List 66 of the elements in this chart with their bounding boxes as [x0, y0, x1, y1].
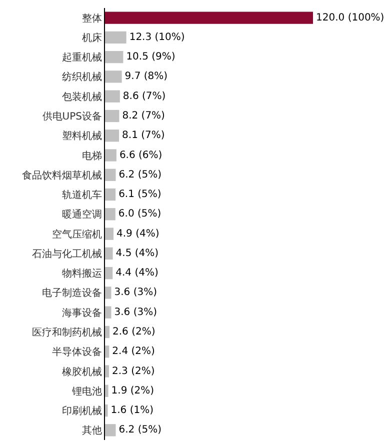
data-label: 10.5 (9%)	[126, 52, 176, 63]
bar	[105, 51, 124, 64]
bar	[105, 424, 116, 436]
y-tick-label: 其他	[82, 424, 102, 437]
data-label: 3.6 (3%)	[114, 287, 158, 298]
y-tick-label: 印刷机械	[62, 405, 102, 418]
bar	[105, 188, 116, 201]
y-tick-label: 整体	[82, 12, 102, 24]
y-tick-label: 机床	[82, 32, 102, 44]
y-tick-label: 起重机械	[62, 52, 102, 64]
bar	[105, 168, 116, 181]
data-label: 8.2 (7%)	[122, 110, 166, 122]
bar	[105, 365, 109, 378]
y-tick-label: 暖通空调	[62, 208, 102, 221]
bar	[105, 326, 110, 338]
bar	[105, 90, 120, 102]
y-tick-label: 塑料机械	[62, 130, 102, 142]
data-label: 8.6 (7%)	[122, 90, 166, 102]
bar	[105, 306, 112, 318]
bar	[105, 286, 112, 299]
data-label: 2.3 (2%)	[112, 366, 155, 377]
bar	[105, 130, 120, 142]
y-tick-label: 橡胶机械	[62, 366, 102, 378]
data-label: 6.2 (5%)	[118, 424, 162, 436]
bar	[105, 404, 108, 417]
data-label: 4.9 (4%)	[116, 228, 160, 240]
data-label: 3.6 (3%)	[114, 306, 158, 318]
bar	[105, 70, 122, 83]
y-tick-label: 空气压缩机	[52, 228, 102, 240]
bar	[105, 384, 108, 397]
data-label: 6.6 (6%)	[119, 150, 162, 161]
y-tick-label: 食品饮料烟草机械	[22, 169, 102, 182]
data-label: 1.6 (1%)	[110, 405, 154, 416]
bar	[105, 12, 313, 24]
bar	[105, 110, 120, 122]
data-label: 2.6 (2%)	[112, 326, 156, 338]
data-label: 4.4 (4%)	[116, 268, 158, 279]
bar	[105, 31, 126, 44]
y-tick-label: 电子制造设备	[42, 287, 102, 300]
data-label: 6.0 (5%)	[118, 208, 162, 220]
data-label: 2.4 (2%)	[112, 346, 156, 358]
y-tick-label: 电梯	[82, 150, 102, 162]
bar	[105, 267, 113, 280]
bar	[105, 208, 116, 220]
y-tick-label: 包装机械	[62, 90, 102, 103]
y-tick-label: 半导体设备	[52, 346, 102, 358]
bar	[105, 149, 116, 162]
bar	[105, 228, 114, 240]
data-label: 120.0 (100%)	[316, 12, 384, 24]
data-label: 12.3 (10%)	[129, 32, 185, 43]
bar	[105, 247, 113, 260]
data-label: 1.9 (2%)	[111, 385, 154, 396]
y-tick-label: 纺织机械	[62, 71, 102, 84]
y-tick-label: 锂电池	[71, 385, 102, 398]
data-label: 6.2 (5%)	[118, 169, 162, 180]
bar	[105, 346, 110, 358]
y-tick-label: 石油与化工机械	[32, 248, 102, 260]
y-tick-label: 轨道机车	[62, 189, 102, 202]
y-tick-label: 海事设备	[62, 306, 102, 319]
data-label: 9.7 (8%)	[124, 71, 168, 82]
data-label: 8.1 (7%)	[122, 130, 165, 142]
y-tick-label: 物料搬运	[62, 268, 102, 280]
data-label: 4.5 (4%)	[116, 248, 159, 259]
data-label: 6.1 (5%)	[118, 189, 162, 200]
y-tick-label: 医疗和制药机械	[32, 326, 102, 338]
y-tick-label: 供电UPS设备	[42, 110, 102, 122]
